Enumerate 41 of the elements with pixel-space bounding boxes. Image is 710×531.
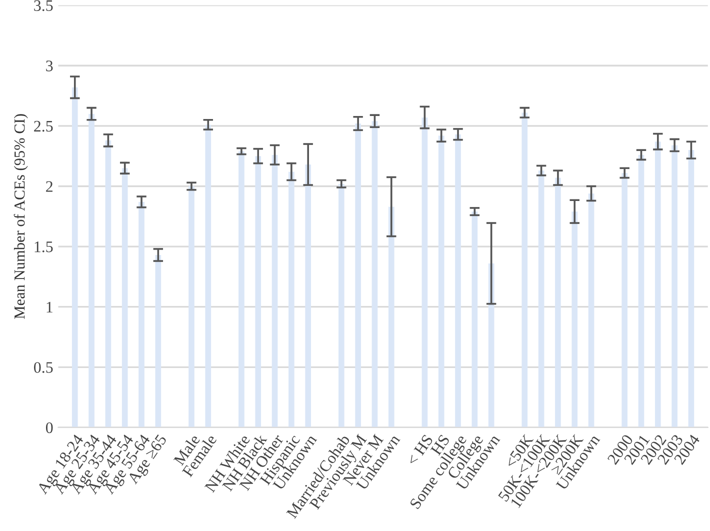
bar — [522, 112, 528, 428]
bar — [155, 254, 162, 428]
bar — [538, 170, 544, 428]
bar — [472, 212, 478, 428]
bar — [438, 136, 444, 428]
bar — [672, 145, 678, 428]
bar — [188, 186, 194, 428]
y-tick-label: 2.5 — [34, 120, 53, 132]
y-tick-label: 3 — [46, 60, 53, 72]
x-tick-label: < HS — [406, 434, 434, 466]
bar — [105, 140, 112, 428]
bar — [654, 142, 661, 428]
bar — [72, 87, 78, 428]
bar — [638, 154, 644, 428]
y-tick-label: 1 — [46, 302, 52, 312]
bar — [272, 154, 278, 428]
bar — [555, 178, 561, 428]
y-tick-label: 2 — [46, 181, 52, 192]
bar — [372, 121, 378, 428]
y-tick-label: 3.5 — [34, 0, 53, 12]
y-tick-label: 0.5 — [34, 362, 53, 373]
bar — [688, 150, 694, 428]
bar — [588, 193, 594, 428]
bar — [305, 164, 311, 428]
bar — [455, 134, 461, 428]
bar — [422, 117, 428, 428]
bar — [622, 172, 628, 428]
bar — [355, 124, 361, 428]
bar — [338, 184, 344, 428]
y-tick-label: 1.5 — [34, 242, 53, 252]
bar — [572, 212, 578, 428]
bar — [238, 151, 244, 428]
bar — [122, 168, 128, 428]
bar — [255, 156, 262, 428]
bar — [138, 202, 144, 428]
bar — [88, 114, 94, 428]
y-axis-title: Mean Number of ACEs (95% CI) — [14, 114, 28, 319]
bar — [388, 206, 394, 428]
bar — [205, 124, 212, 428]
y-tick-label: 0 — [46, 422, 53, 434]
bar — [288, 172, 294, 428]
